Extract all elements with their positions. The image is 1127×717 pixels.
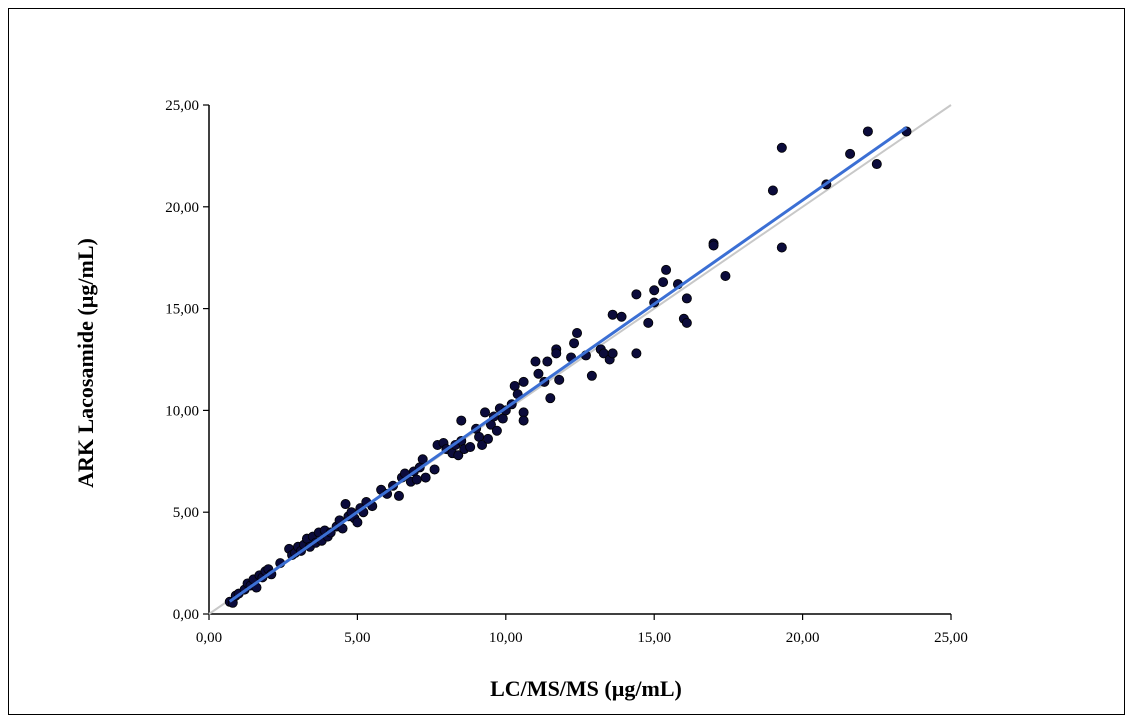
data-point — [862, 126, 873, 137]
data-point — [681, 317, 692, 328]
axes — [203, 104, 952, 620]
data-point — [340, 499, 351, 510]
data-point — [554, 374, 565, 385]
data-point — [518, 376, 529, 387]
data-point — [572, 328, 583, 339]
x-tick-label: 10,00 — [489, 630, 523, 646]
x-tick-label: 15,00 — [637, 630, 671, 646]
x-axis-title: LC/MS/MS (µg/mL) — [490, 676, 682, 701]
data-point — [607, 309, 618, 320]
regression-line-segment — [228, 126, 908, 603]
data-point — [871, 159, 882, 170]
data-point — [480, 407, 491, 418]
data-point — [482, 433, 493, 444]
data-point — [767, 185, 778, 196]
data-point — [845, 148, 856, 159]
data-point — [776, 242, 787, 253]
data-point — [465, 442, 476, 453]
data-point — [631, 289, 642, 300]
data-point — [420, 472, 431, 483]
data-point — [631, 348, 642, 359]
y-tick-label: 5,00 — [173, 505, 199, 521]
data-point — [429, 464, 440, 475]
data-point — [643, 317, 654, 328]
data-point — [393, 490, 404, 501]
data-point — [586, 370, 597, 381]
data-point — [551, 348, 562, 359]
data-point — [681, 293, 692, 304]
data-point — [533, 368, 544, 379]
x-tick-label: 20,00 — [786, 630, 820, 646]
data-point — [542, 356, 553, 367]
x-tick-label: 25,00 — [934, 630, 968, 646]
y-tick-label: 25,00 — [165, 98, 199, 114]
y-tick-label: 0,00 — [173, 607, 199, 623]
x-tick-label: 5,00 — [344, 630, 370, 646]
y-axis-title: ARK Lacosamide (µg/mL) — [73, 238, 98, 488]
y-tick-label: 15,00 — [165, 302, 199, 318]
data-point — [708, 240, 719, 251]
data-point — [649, 285, 660, 296]
data-point — [453, 450, 464, 461]
regression-line — [228, 126, 908, 603]
data-point — [411, 474, 422, 485]
data-point — [477, 440, 488, 451]
data-point — [417, 454, 428, 465]
data-point — [569, 338, 580, 349]
data-point — [607, 348, 618, 359]
data-point — [616, 311, 627, 322]
data-point — [658, 277, 669, 288]
data-point — [720, 271, 731, 282]
data-point — [491, 425, 502, 436]
data-point — [518, 415, 529, 426]
data-point — [661, 264, 672, 275]
data-point — [352, 517, 363, 528]
chart-frame: 0,00 5,00 10,00 15,00 20,00 25,00 0,00 5,00 10,0… — [8, 8, 1125, 715]
data-point — [456, 415, 467, 426]
data-point — [776, 142, 787, 153]
data-point — [545, 393, 556, 404]
x-tick-label: 0,00 — [196, 630, 222, 646]
y-tick-label: 10,00 — [165, 403, 199, 419]
y-tick-label: 20,00 — [165, 200, 199, 216]
scatter-chart: 0,00 5,00 10,00 15,00 20,00 25,00 0,00 5,00 10,0… — [73, 98, 968, 701]
data-point — [530, 356, 541, 367]
tick-labels: 0,00 5,00 10,00 15,00 20,00 25,00 0,00 5,00 10,0… — [165, 98, 968, 646]
